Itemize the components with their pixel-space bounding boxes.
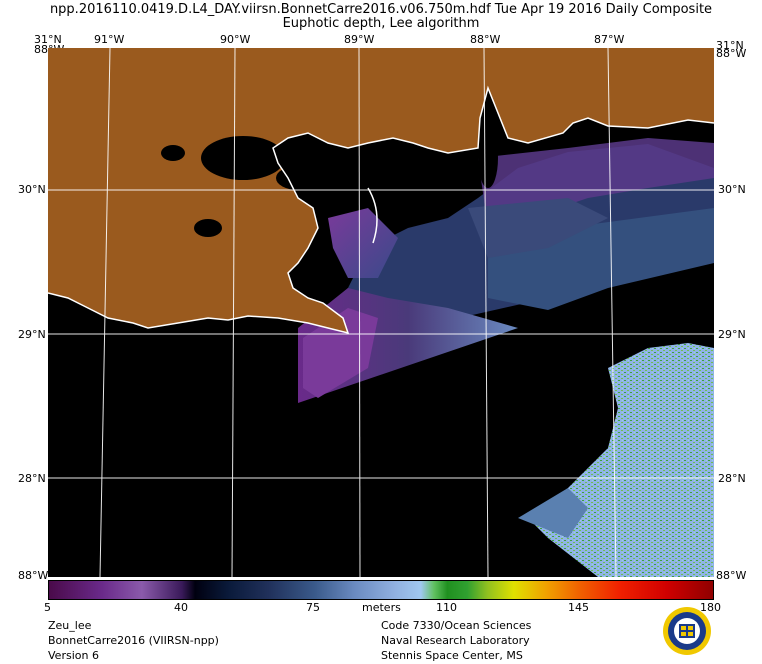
lon-label-top: 89°W: [344, 33, 375, 46]
lon-label-top: 31°N: [34, 33, 62, 46]
lake-pontchartrain: [201, 136, 285, 180]
lat-label-right: 29°N: [718, 328, 746, 341]
lon-label-top: 88°W: [716, 47, 747, 60]
footer-left-line: Zeu_lee: [48, 619, 92, 632]
lon-label-top: 91°W: [94, 33, 125, 46]
land: [48, 48, 714, 333]
lon-label-bottom: 88°W: [716, 569, 747, 582]
map-title: npp.2016110.0419.D.L4_DAY.viirsn.BonnetC…: [49, 2, 713, 17]
lon-label-bottom: 88°W: [18, 569, 49, 582]
colorbar-tick: 180: [700, 601, 721, 614]
lon-label-top: 87°W: [594, 33, 625, 46]
lat-label-left: 28°N: [18, 472, 46, 485]
lat-label-left: 29°N: [18, 328, 46, 341]
colorbar-tick: 5: [44, 601, 51, 614]
lat-label-left: 30°N: [18, 183, 46, 196]
colorbar: [48, 580, 714, 600]
colorbar-tick: 145: [568, 601, 589, 614]
nrl-seal-icon: [663, 607, 711, 655]
lon-label-top: 88°W: [470, 33, 501, 46]
map-subtitle: Euphotic depth, Lee algorithm: [282, 16, 480, 31]
lat-label-right: 28°N: [718, 472, 746, 485]
footer-right-line: Stennis Space Center, MS: [381, 649, 523, 662]
footer-left-line: BonnetCarre2016 (VIIRSN-npp): [48, 634, 219, 647]
coastline: [48, 85, 714, 335]
colorbar-tick: 110: [436, 601, 457, 614]
footer-right-line: Code 7330/Ocean Sciences: [381, 619, 532, 632]
lat-label-right: 30°N: [718, 183, 746, 196]
lon-label-top: 31°N: [716, 39, 744, 52]
plume-band: [468, 198, 608, 258]
plume-north: [328, 208, 398, 278]
colorbar-units: meters: [362, 601, 401, 614]
green-speckle-edge: [518, 488, 588, 538]
footer-left-line: Version 6: [48, 649, 99, 662]
colorbar-tick: 40: [174, 601, 188, 614]
lon-label-top: 90°W: [220, 33, 251, 46]
lake-borgne: [276, 166, 320, 190]
lake-salvador: [194, 219, 222, 237]
graticule: [48, 48, 714, 577]
barrier-islands: [367, 187, 378, 244]
lake-maurepas: [161, 145, 185, 161]
map-panel: [48, 48, 714, 577]
bay-mobile: [478, 128, 498, 188]
footer-right-line: Naval Research Laboratory: [381, 634, 530, 647]
colorbar-tick: 75: [306, 601, 320, 614]
